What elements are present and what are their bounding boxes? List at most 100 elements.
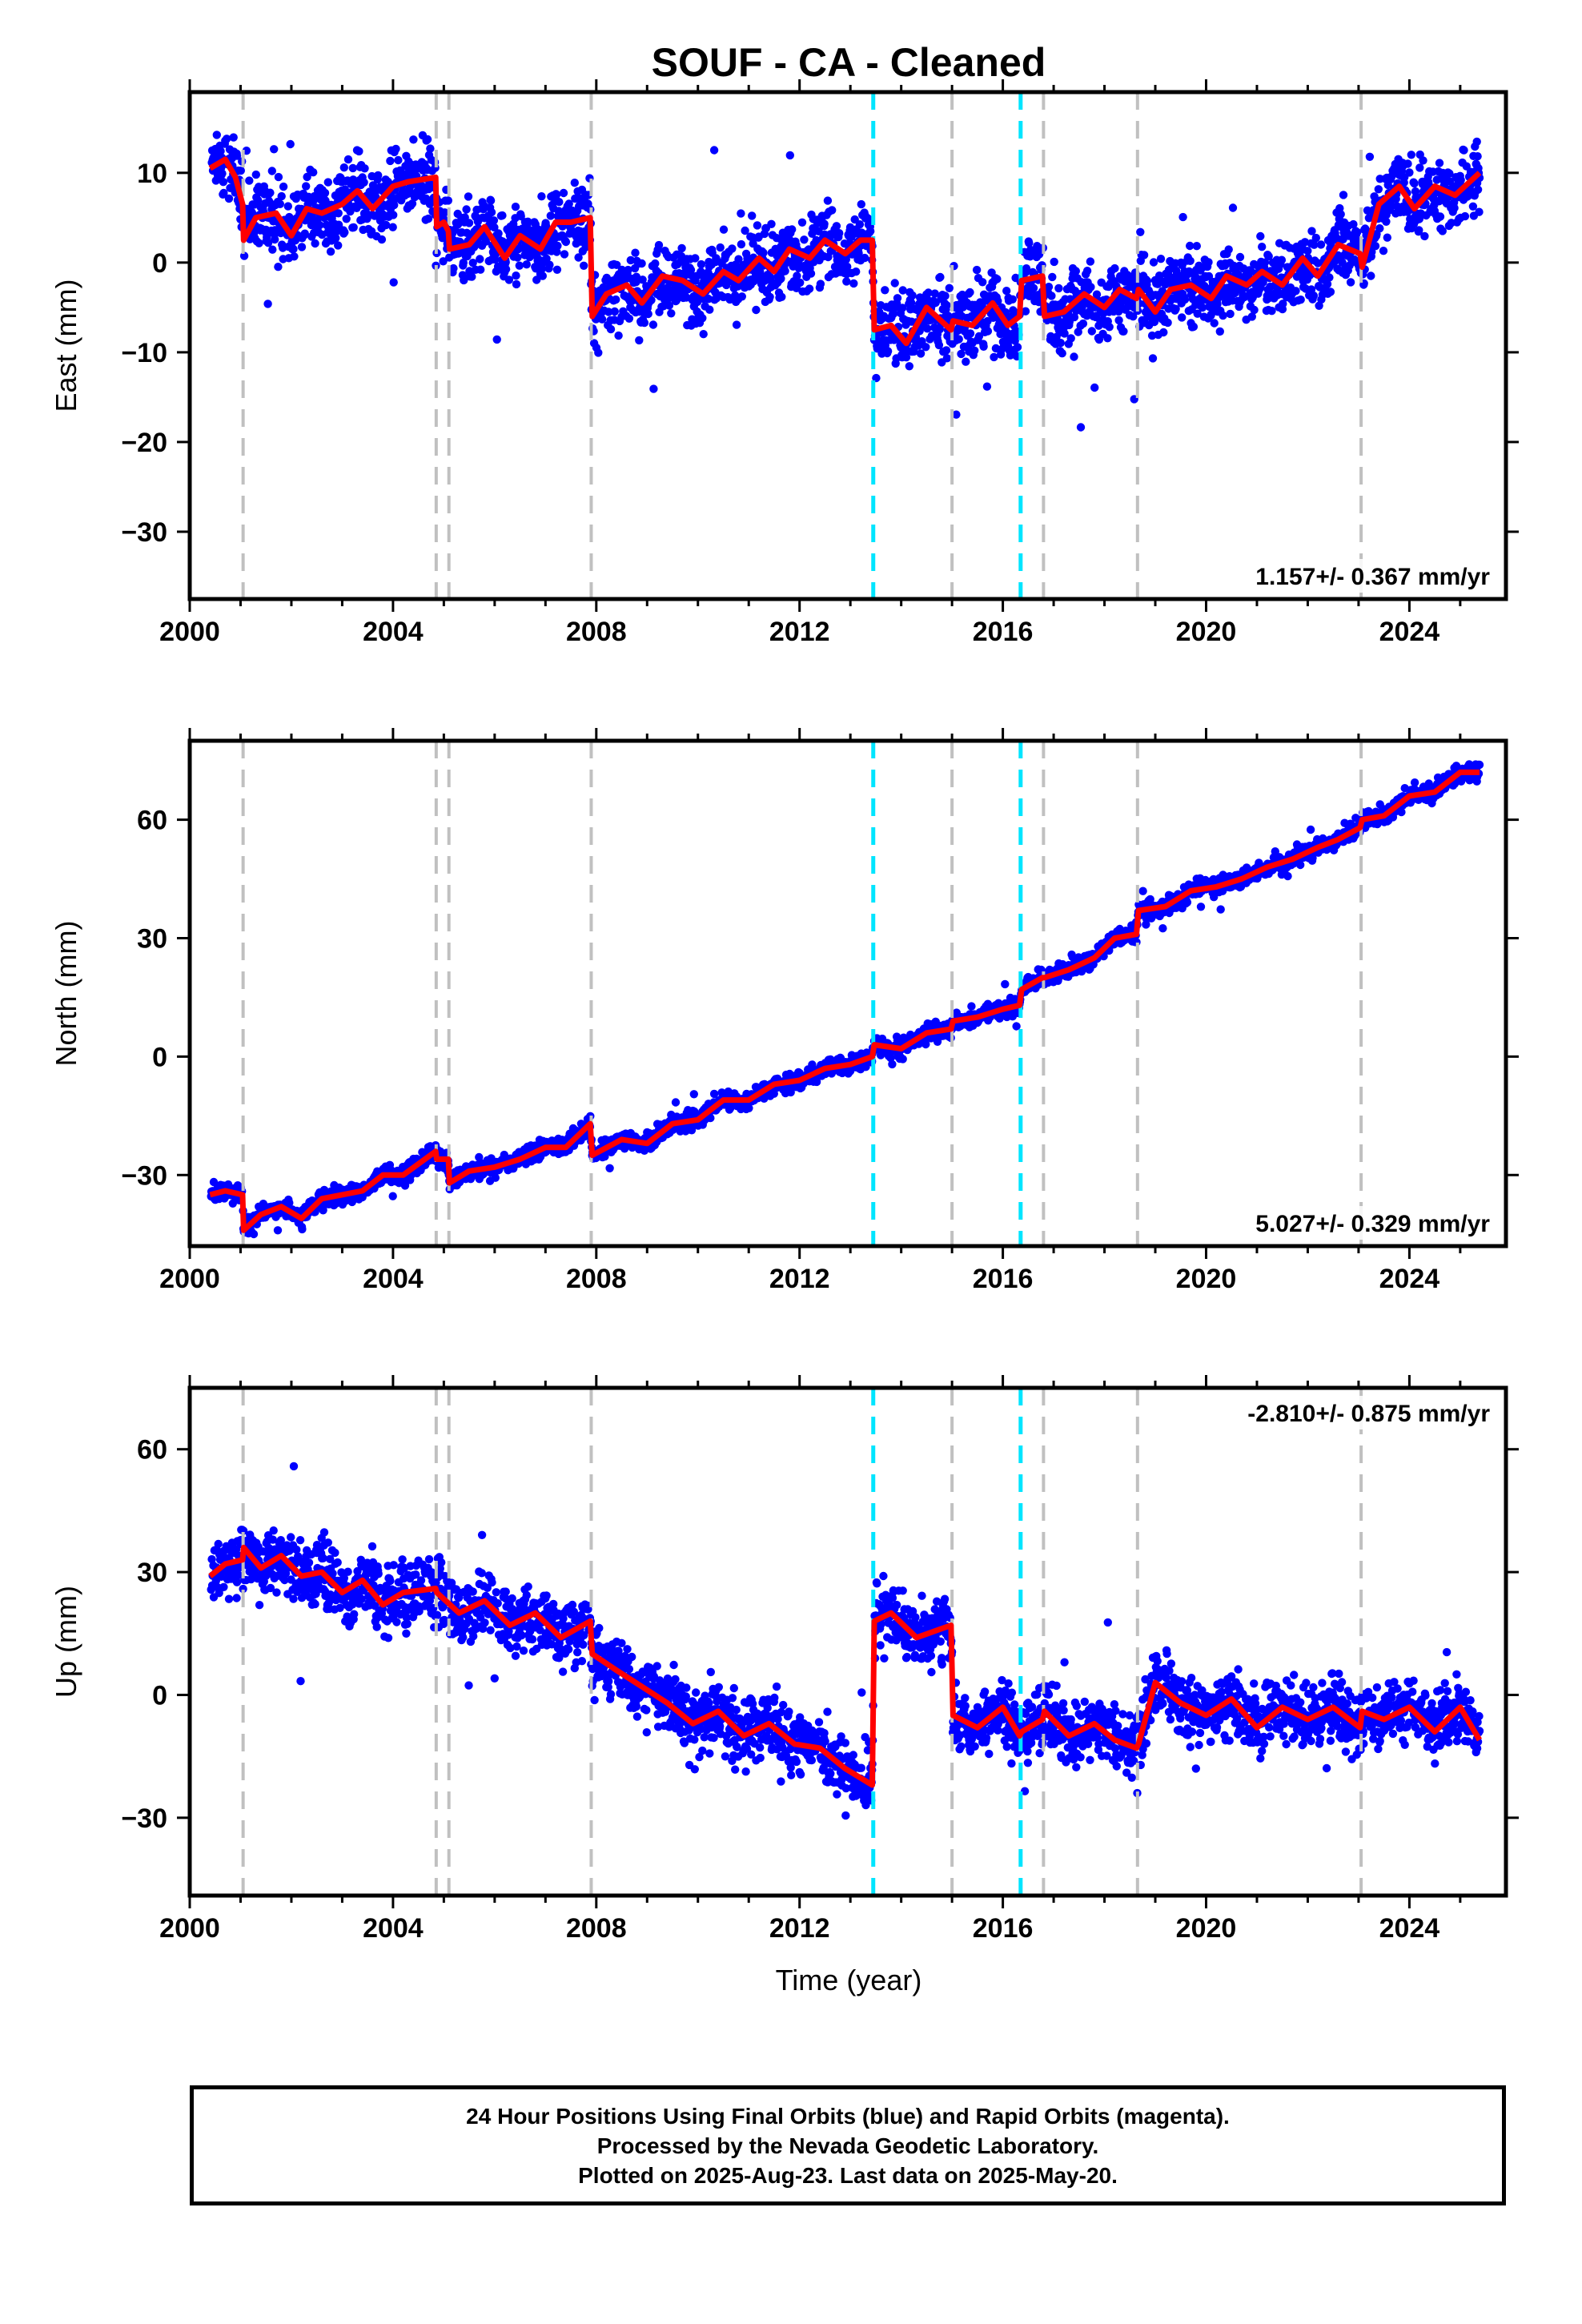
data-point	[374, 171, 383, 180]
data-point	[1163, 318, 1172, 328]
data-point	[1087, 327, 1097, 336]
data-point	[689, 1090, 698, 1099]
data-point	[1336, 210, 1345, 219]
data-point	[511, 203, 520, 211]
velocity-annotation: 1.157+/- 0.367 mm/yr	[1255, 564, 1490, 590]
data-point	[962, 357, 970, 366]
data-point	[219, 178, 228, 187]
data-point	[898, 1055, 907, 1063]
data-point	[254, 195, 263, 205]
data-point	[349, 175, 358, 184]
data-point	[218, 169, 227, 178]
data-point	[942, 301, 951, 310]
data-point	[516, 243, 524, 252]
x-tick-label: 2016	[973, 617, 1034, 647]
data-point	[1309, 292, 1319, 300]
y-axis-label: East (mm)	[50, 279, 82, 412]
data-point	[1256, 231, 1265, 241]
data-point	[453, 220, 463, 229]
data-point	[444, 196, 452, 205]
data-point	[648, 320, 658, 329]
data-point	[512, 279, 521, 289]
data-point	[1473, 152, 1482, 161]
data-point	[524, 217, 532, 226]
data-point	[737, 292, 746, 301]
y-tick-label: 0	[152, 248, 167, 279]
data-point	[270, 145, 279, 154]
data-point	[553, 241, 562, 251]
data-point	[631, 248, 640, 257]
data-point	[390, 200, 399, 210]
data-point	[388, 223, 397, 231]
data-point	[1258, 243, 1267, 251]
data-point	[665, 301, 674, 310]
data-point	[1178, 212, 1187, 222]
data-point	[462, 205, 471, 214]
data-point	[982, 382, 992, 391]
data-point	[967, 1002, 976, 1011]
data-point	[286, 139, 295, 149]
data-point	[806, 269, 816, 278]
data-point	[449, 263, 458, 273]
data-point	[905, 362, 914, 371]
data-point	[468, 259, 477, 267]
data-point	[1215, 327, 1225, 336]
data-point	[908, 291, 917, 300]
data-point	[1228, 203, 1238, 212]
data-point	[424, 214, 433, 223]
data-point	[1148, 354, 1158, 363]
data-point	[1219, 311, 1227, 320]
data-point	[1371, 242, 1380, 251]
data-point	[546, 211, 555, 220]
data-point	[644, 309, 652, 319]
data-point	[476, 265, 485, 274]
data-point	[781, 267, 789, 275]
data-point	[612, 295, 620, 304]
data-point	[1435, 159, 1444, 167]
data-point	[888, 1059, 897, 1069]
data-point	[219, 188, 228, 198]
y-tick-label: −20	[121, 428, 167, 458]
data-point	[828, 206, 837, 215]
data-point	[334, 241, 343, 250]
data-point	[512, 271, 520, 280]
data-point	[229, 133, 238, 142]
data-point	[785, 151, 794, 160]
data-point	[698, 314, 707, 323]
data-point	[1114, 316, 1123, 325]
data-point	[216, 147, 225, 155]
data-point	[1048, 272, 1057, 282]
data-point	[486, 196, 496, 205]
x-tick-label: 2012	[769, 617, 830, 647]
data-point	[1156, 255, 1166, 263]
data-point	[1186, 256, 1195, 265]
data-point	[820, 219, 829, 228]
data-point	[1267, 307, 1276, 316]
data-point	[388, 1192, 397, 1200]
data-point	[1210, 319, 1219, 328]
data-point	[691, 254, 700, 263]
north-panel: 2000 2004 2008 2012 2016 2020 202460300−30Nort…	[50, 728, 1519, 1294]
data-point	[426, 144, 435, 153]
data-point	[224, 194, 234, 203]
data-point	[1379, 247, 1388, 255]
data-point	[349, 223, 358, 232]
data-point	[1070, 352, 1078, 361]
data-point	[966, 329, 975, 338]
data-point	[504, 275, 514, 284]
data-point	[597, 315, 607, 324]
data-point	[1460, 211, 1470, 221]
data-point	[340, 227, 349, 237]
data-point	[1103, 334, 1112, 343]
data-point	[1136, 227, 1145, 236]
data-point	[788, 225, 797, 234]
y-tick-label: −30	[121, 517, 167, 548]
data-point	[635, 336, 644, 345]
figure-title: SOUF - CA - Cleaned	[652, 40, 1046, 85]
data-point	[273, 1226, 283, 1235]
plot-frame	[187, 90, 1508, 601]
data-point	[232, 151, 242, 160]
data-point	[275, 199, 284, 208]
data-point	[391, 144, 400, 154]
data-point	[1374, 185, 1383, 194]
